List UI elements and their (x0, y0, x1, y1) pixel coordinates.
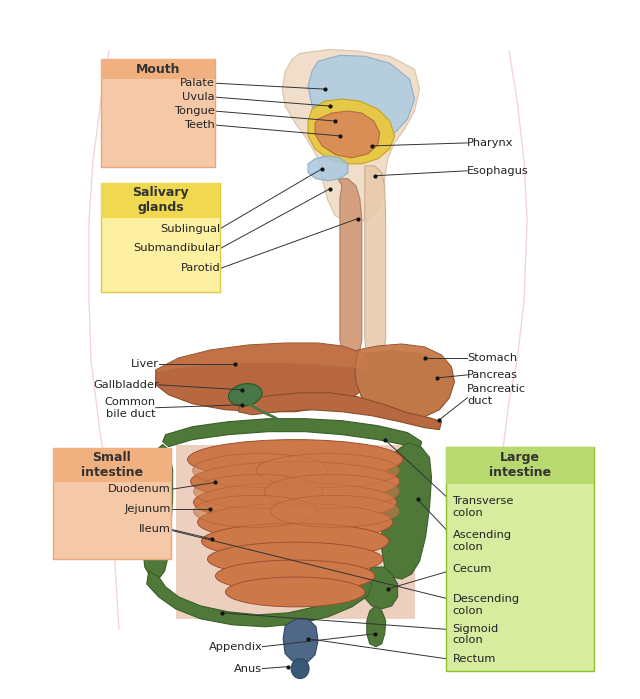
Ellipse shape (291, 658, 309, 679)
Ellipse shape (228, 384, 262, 406)
FancyBboxPatch shape (447, 447, 594, 670)
Text: Ileum: Ileum (139, 524, 171, 534)
Text: Cecum: Cecum (452, 564, 492, 574)
Ellipse shape (270, 496, 399, 527)
Text: Parotid: Parotid (180, 264, 220, 273)
Text: Sigmoid
colon: Sigmoid colon (452, 624, 499, 645)
Text: Jejunum: Jejunum (124, 504, 171, 514)
Polygon shape (308, 99, 395, 164)
Text: Uvula: Uvula (182, 92, 214, 102)
Text: Ascending
colon: Ascending colon (452, 531, 511, 552)
Polygon shape (283, 619, 318, 663)
Text: Stomach: Stomach (467, 353, 518, 363)
Polygon shape (156, 343, 370, 412)
FancyBboxPatch shape (53, 447, 171, 482)
Text: Pancreas: Pancreas (467, 370, 518, 380)
FancyBboxPatch shape (447, 447, 594, 484)
Text: Transverse
colon: Transverse colon (452, 496, 514, 518)
Polygon shape (381, 442, 431, 579)
Polygon shape (238, 393, 442, 430)
Ellipse shape (256, 454, 399, 487)
Polygon shape (315, 111, 380, 158)
Ellipse shape (225, 577, 365, 607)
Text: Tongue: Tongue (173, 106, 214, 116)
Ellipse shape (193, 475, 323, 508)
Polygon shape (163, 419, 422, 452)
Ellipse shape (188, 440, 403, 480)
Text: Teeth: Teeth (184, 120, 214, 130)
Text: Pancreatic
duct: Pancreatic duct (467, 384, 527, 405)
FancyBboxPatch shape (101, 182, 220, 292)
Text: Descending
colon: Descending colon (452, 594, 520, 616)
Polygon shape (308, 55, 415, 143)
Text: Palate: Palate (180, 78, 214, 88)
FancyBboxPatch shape (53, 447, 171, 559)
Ellipse shape (202, 524, 388, 559)
Polygon shape (367, 606, 386, 647)
Polygon shape (355, 344, 454, 419)
Text: Appendix: Appendix (209, 642, 262, 651)
Polygon shape (358, 344, 449, 365)
Ellipse shape (193, 454, 328, 487)
Text: Sublingual: Sublingual (160, 224, 220, 233)
Ellipse shape (216, 560, 375, 592)
Text: Large
intestine: Large intestine (489, 452, 551, 480)
Text: Gallbladder: Gallbladder (93, 380, 159, 390)
Polygon shape (338, 179, 362, 355)
Text: Duodenum: Duodenum (108, 484, 171, 494)
Polygon shape (143, 445, 173, 579)
Text: Submandibular: Submandibular (134, 243, 220, 254)
Polygon shape (282, 50, 420, 222)
Polygon shape (365, 166, 386, 355)
Ellipse shape (264, 475, 399, 508)
Ellipse shape (198, 503, 393, 541)
FancyBboxPatch shape (101, 59, 216, 167)
Polygon shape (175, 445, 415, 619)
FancyBboxPatch shape (101, 59, 216, 79)
Text: Pharynx: Pharynx (467, 138, 514, 148)
Text: Common
bile duct: Common bile duct (104, 397, 156, 419)
Ellipse shape (193, 482, 397, 522)
Polygon shape (147, 571, 372, 627)
Text: Small
intestine: Small intestine (81, 451, 143, 479)
Ellipse shape (191, 461, 399, 501)
FancyBboxPatch shape (101, 182, 220, 217)
Polygon shape (156, 343, 368, 372)
Text: Salivary
glands: Salivary glands (132, 186, 189, 214)
Polygon shape (308, 156, 348, 181)
Text: Mouth: Mouth (136, 63, 180, 75)
Polygon shape (362, 567, 397, 609)
Ellipse shape (193, 496, 317, 527)
Text: Rectum: Rectum (452, 654, 496, 663)
Text: Esophagus: Esophagus (467, 166, 529, 175)
Text: Liver: Liver (131, 359, 159, 369)
Ellipse shape (207, 542, 383, 576)
Text: Anus: Anus (234, 663, 262, 674)
